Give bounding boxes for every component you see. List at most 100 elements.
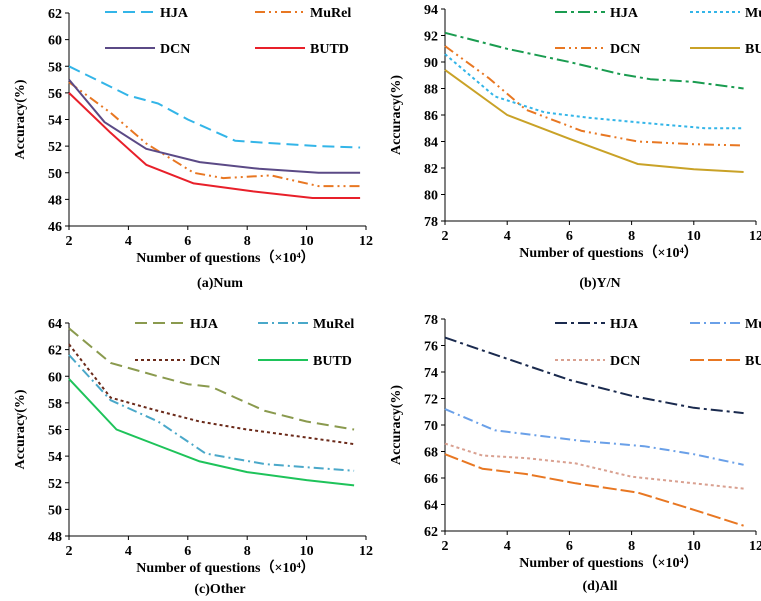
y-tick-label: 82 [424, 162, 438, 177]
series-line-butd [444, 69, 744, 173]
x-tick-label: 2 [442, 539, 449, 554]
x-tick-label: 4 [125, 544, 132, 559]
series-line-butd [444, 453, 744, 527]
y-tick-label: 60 [48, 370, 62, 385]
y-axis-label: Accuracy(%) [13, 79, 28, 159]
legend-label-hja: HJA [190, 317, 219, 332]
x-tick-label: 8 [628, 539, 635, 554]
chart-panel-2: 78 80 82 84 86 88 90 92 94 2 4 6 8 10 12 Number of ques… [389, 3, 761, 291]
legend-label-hja: HJA [610, 317, 639, 332]
y-tick-label: 80 [424, 189, 438, 204]
y-tick-label: 78 [424, 313, 438, 328]
y-tick-label: 92 [424, 30, 438, 45]
x-tick-label: 4 [125, 234, 132, 249]
series-line-butd [68, 92, 361, 199]
legend-label-butd: BUTD [745, 354, 761, 369]
x-axis-label: Number of questions（×10⁴） [519, 555, 697, 571]
y-tick-label: 72 [424, 393, 438, 408]
x-tick-label: 4 [504, 229, 511, 244]
series-line-hja [68, 65, 361, 149]
x-tick-label: 8 [244, 544, 251, 559]
y-tick-label: 62 [48, 344, 62, 359]
y-tick-label: 86 [424, 109, 438, 124]
x-tick-label: 8 [628, 229, 635, 244]
x-tick-label: 2 [66, 544, 73, 559]
legend-label-murel: MuRel [745, 317, 761, 332]
series-line-murel [68, 354, 355, 472]
x-axis-label: Number of questions（×10⁴） [519, 245, 697, 261]
series-line-butd [68, 378, 355, 487]
x-tick-label: 2 [442, 229, 449, 244]
x-tick-label: 10 [300, 234, 314, 249]
y-tick-label: 58 [48, 60, 62, 75]
legend-label-murel: MuRel [313, 317, 354, 332]
legend-label-dcn: DCN [610, 354, 640, 369]
y-tick-label: 48 [48, 530, 62, 545]
y-tick-label: 46 [48, 220, 62, 235]
panel-caption: (b)Y/N [579, 276, 620, 291]
y-tick-label: 62 [424, 525, 438, 540]
series-line-murel [68, 81, 361, 188]
series-line-hja [444, 336, 744, 415]
series-line-dcn [444, 442, 744, 490]
y-tick-label: 74 [424, 366, 438, 381]
y-axis-label: Accuracy(%) [389, 385, 404, 465]
x-tick-label: 6 [566, 539, 573, 554]
legend-label-murel: MuRel [745, 6, 761, 21]
y-tick-label: 48 [48, 193, 62, 208]
y-tick-label: 78 [424, 215, 438, 230]
x-tick-label: 8 [244, 234, 251, 249]
y-tick-label: 56 [48, 87, 62, 102]
x-tick-label: 12 [359, 544, 373, 559]
x-tick-label: 12 [749, 539, 761, 554]
x-tick-label: 10 [300, 544, 314, 559]
y-tick-label: 68 [424, 446, 438, 461]
series-line-dcn [444, 45, 744, 147]
y-tick-label: 76 [424, 340, 438, 355]
y-tick-label: 70 [424, 419, 438, 434]
x-tick-label: 4 [504, 539, 511, 554]
y-tick-label: 84 [424, 136, 438, 151]
series-line-murel [444, 408, 744, 466]
x-tick-label: 2 [66, 234, 73, 249]
legend-label-dcn: DCN [160, 42, 190, 57]
y-tick-label: 58 [48, 397, 62, 412]
legend-label-dcn: DCN [190, 354, 220, 369]
y-tick-label: 60 [48, 34, 62, 49]
y-tick-label: 50 [48, 167, 62, 182]
y-tick-label: 62 [48, 7, 62, 22]
x-tick-label: 10 [687, 229, 701, 244]
legend-label-murel: MuRel [310, 6, 351, 21]
series-line-hja [444, 31, 744, 90]
x-tick-label: 6 [184, 544, 191, 559]
x-axis-label: Number of questions（×10⁴） [136, 560, 314, 576]
series-line-hja [68, 327, 355, 431]
y-tick-label: 88 [424, 83, 438, 98]
x-tick-label: 12 [749, 229, 761, 244]
panel-caption: (a)Num [197, 276, 243, 291]
x-tick-label: 6 [184, 234, 191, 249]
series-line-dcn [68, 343, 355, 446]
x-axis-label: Number of questions（×10⁴） [136, 250, 314, 266]
panel-caption: (c)Other [194, 582, 245, 597]
legend-label-hja: HJA [160, 6, 189, 21]
y-tick-label: 64 [48, 317, 62, 332]
panel-caption: (d)All [583, 579, 618, 594]
x-tick-label: 6 [566, 229, 573, 244]
y-tick-label: 66 [424, 472, 438, 487]
legend-label-butd: BUTD [313, 354, 352, 369]
legend-label-butd: BUTD [745, 42, 761, 57]
y-tick-label: 54 [48, 114, 62, 129]
y-tick-label: 54 [48, 450, 62, 465]
x-tick-label: 12 [359, 234, 373, 249]
legend-label-dcn: DCN [610, 42, 640, 57]
y-axis-label: Accuracy(%) [13, 389, 28, 469]
y-tick-label: 50 [48, 503, 62, 518]
x-tick-label: 10 [687, 539, 701, 554]
legend-label-butd: BUTD [310, 42, 349, 57]
y-tick-label: 52 [48, 477, 62, 492]
series-line-dcn [68, 78, 361, 174]
legend-label-hja: HJA [610, 6, 639, 21]
